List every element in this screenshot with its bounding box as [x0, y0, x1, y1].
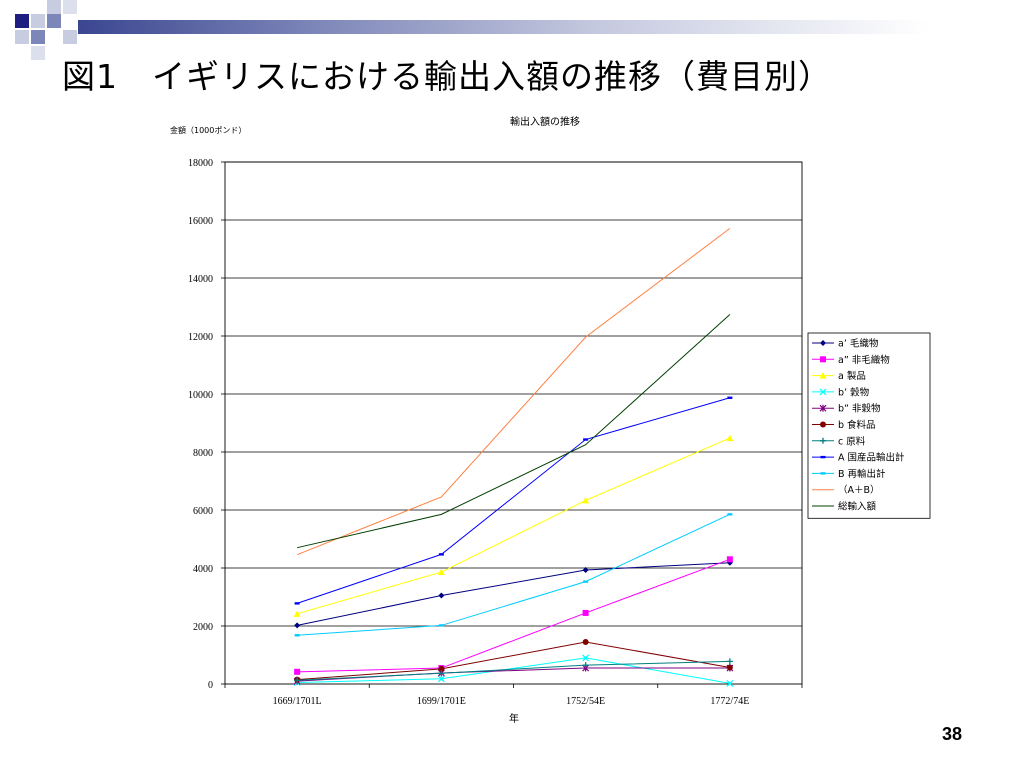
- x-tick-label: 1699/1701E: [417, 696, 466, 707]
- series-line: [296, 397, 731, 604]
- data-point-marker: [438, 665, 445, 672]
- title-decoration: [0, 0, 80, 64]
- y-tick-label: 18000: [188, 158, 213, 169]
- title-gradient-bar: [78, 20, 1024, 34]
- data-point-marker: [726, 658, 733, 665]
- data-point-marker: [582, 654, 590, 662]
- legend-marker: [819, 404, 827, 412]
- y-tick-label: 14000: [188, 274, 213, 285]
- data-point-marker: [726, 664, 733, 671]
- legend-box: [807, 332, 931, 519]
- legend-marker: [820, 472, 826, 475]
- x-tick-label: 1772/74E: [710, 696, 749, 707]
- data-point-marker: [727, 513, 733, 516]
- series-line: [297, 660, 730, 681]
- y-tick-label: 0: [208, 680, 213, 691]
- legend-label: a 製品: [838, 370, 866, 382]
- series-line: [297, 562, 730, 626]
- data-point-marker: [582, 609, 589, 616]
- legend-label: B 再輸出計: [838, 468, 886, 480]
- chart-title: 輸出入額の推移: [510, 115, 580, 128]
- series-line: [297, 657, 730, 684]
- data-point-marker: [582, 638, 589, 645]
- legend-marker: [819, 372, 827, 379]
- data-point-marker: [727, 396, 733, 399]
- data-point-marker: [438, 553, 444, 556]
- data-point-marker: [726, 679, 734, 687]
- data-point-marker: [583, 438, 589, 441]
- legend-label: b’ 穀物: [838, 386, 870, 398]
- legend-label: （A＋B）: [838, 484, 880, 496]
- data-point-marker: [438, 670, 445, 677]
- data-point-marker: [294, 602, 300, 605]
- data-point-marker: [582, 496, 590, 504]
- slide-title: 図1 イギリスにおける輸出入額の推移（費目別）: [62, 57, 832, 96]
- y-tick-label: 12000: [188, 332, 213, 343]
- legend-marker: [819, 388, 827, 396]
- data-point-marker: [294, 634, 300, 637]
- legend-marker: [820, 437, 826, 444]
- series-line: [297, 314, 731, 549]
- legend-label: a’ 毛織物: [838, 338, 879, 350]
- series-line: [297, 641, 730, 681]
- legend-label: a” 非毛織物: [838, 354, 890, 366]
- data-point-marker: [437, 568, 445, 576]
- y-tick-label: 16000: [188, 216, 213, 227]
- y-tick-label: 8000: [193, 448, 213, 459]
- page-number: 38: [941, 724, 962, 744]
- x-tick-label: 1752/54E: [566, 696, 605, 707]
- legend-label: c 原料: [838, 435, 866, 447]
- x-axis-label: 年: [509, 712, 519, 725]
- legend-marker: [820, 421, 826, 428]
- y-tick-label: 4000: [193, 564, 213, 575]
- plot-area-frame: [224, 161, 803, 685]
- series-line: [297, 513, 731, 636]
- data-point-marker: [438, 592, 445, 599]
- legend-label: 総輸入額: [838, 501, 877, 513]
- data-point-marker: [294, 668, 301, 675]
- legend-label: b 食料品: [838, 419, 876, 431]
- legend-marker: [820, 455, 826, 459]
- y-tick-label: 10000: [188, 390, 213, 401]
- data-point-marker: [437, 675, 445, 683]
- series-line: [296, 228, 731, 556]
- legend-marker: [820, 340, 826, 346]
- series-line: [297, 558, 731, 673]
- data-point-marker: [294, 677, 301, 684]
- data-point-marker: [726, 434, 734, 442]
- y-tick-label: 6000: [193, 506, 213, 517]
- data-point-marker: [582, 662, 589, 669]
- x-tick-label: 1669/1701L: [273, 696, 322, 707]
- data-point-marker: [293, 610, 301, 617]
- series-line: [296, 437, 731, 615]
- data-point-marker: [726, 556, 733, 563]
- legend-marker: [820, 356, 826, 363]
- legend-label: A 国産品輸出計: [838, 452, 905, 464]
- legend-label: b” 非穀物: [838, 403, 881, 415]
- data-point-marker: [583, 580, 589, 583]
- data-point-marker: [294, 622, 301, 629]
- data-point-marker: [582, 567, 589, 574]
- y-axis-label: 金額（1000ポンド）: [170, 125, 246, 135]
- y-tick-label: 2000: [193, 622, 213, 633]
- data-point-marker: [438, 624, 444, 627]
